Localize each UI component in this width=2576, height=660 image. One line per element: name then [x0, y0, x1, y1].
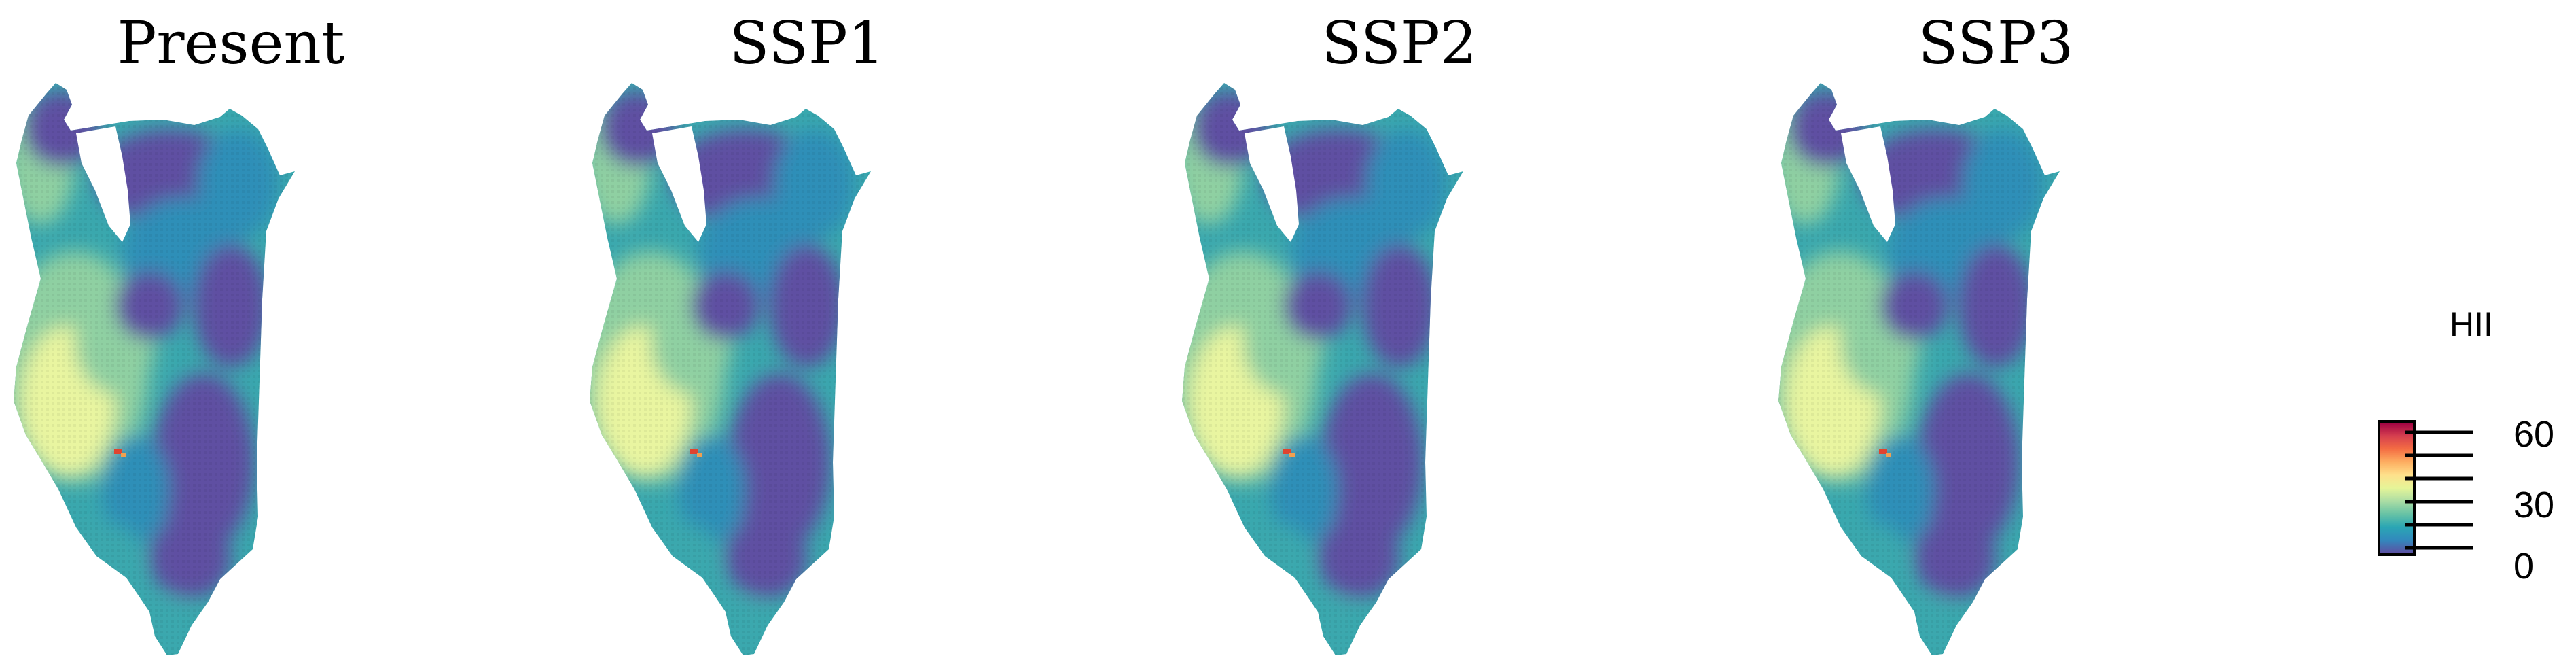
legend-tick-60: 60: [2514, 414, 2555, 455]
legend-tick-30: 30: [2514, 485, 2555, 525]
legend-ticks: [2405, 430, 2473, 550]
legend-tick-0: 0: [2514, 546, 2535, 587]
map-panel-present: Present: [14, 0, 489, 660]
map-panel-ssp1: SSP1: [590, 0, 1065, 660]
kenya-map: [1182, 83, 1463, 655]
kenya-map: [590, 83, 871, 655]
map-panel-ssp3: SSP3: [1778, 0, 2254, 660]
legend-title: HII: [2450, 305, 2493, 343]
panel-title: SSP3: [1918, 10, 2074, 77]
legend-colorbar: [2378, 420, 2416, 556]
map-panel-ssp2: SSP2: [1182, 0, 1658, 660]
panel-title: Present: [117, 10, 345, 77]
panel-title: SSP2: [1321, 10, 1478, 77]
panel-title: SSP1: [729, 10, 885, 77]
kenya-map: [1778, 83, 2060, 655]
kenya-map: [14, 83, 295, 655]
